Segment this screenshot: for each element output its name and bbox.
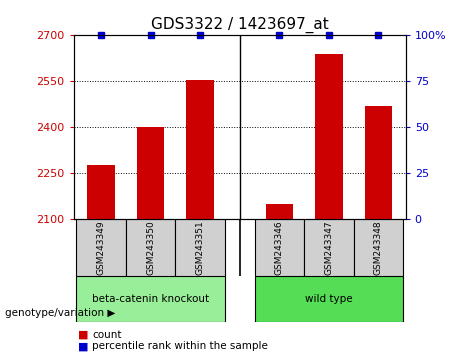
Title: GDS3322 / 1423697_at: GDS3322 / 1423697_at: [151, 16, 329, 33]
Bar: [365, 106, 392, 219]
Bar: [266, 204, 293, 219]
Bar: [186, 80, 214, 219]
Bar: [354, 219, 403, 276]
Bar: [88, 165, 115, 219]
Bar: [175, 219, 225, 276]
Text: wild type: wild type: [305, 294, 353, 304]
Bar: [315, 54, 343, 219]
Text: beta-catenin knockout: beta-catenin knockout: [92, 294, 209, 304]
Text: ■: ■: [78, 330, 89, 339]
Text: GSM243351: GSM243351: [195, 221, 205, 275]
Bar: [126, 219, 175, 276]
Text: GSM243347: GSM243347: [325, 221, 333, 275]
Bar: [137, 127, 164, 219]
Bar: [76, 276, 225, 322]
Text: GSM243350: GSM243350: [146, 221, 155, 275]
Bar: [254, 276, 403, 322]
Bar: [254, 219, 304, 276]
Bar: [304, 219, 354, 276]
Text: GSM243349: GSM243349: [96, 221, 106, 275]
Bar: [76, 219, 126, 276]
Text: GSM243346: GSM243346: [275, 221, 284, 275]
Text: genotype/variation ▶: genotype/variation ▶: [5, 308, 115, 318]
Text: percentile rank within the sample: percentile rank within the sample: [92, 341, 268, 351]
Text: GSM243348: GSM243348: [374, 221, 383, 275]
Text: ■: ■: [78, 341, 89, 351]
Text: count: count: [92, 330, 122, 339]
